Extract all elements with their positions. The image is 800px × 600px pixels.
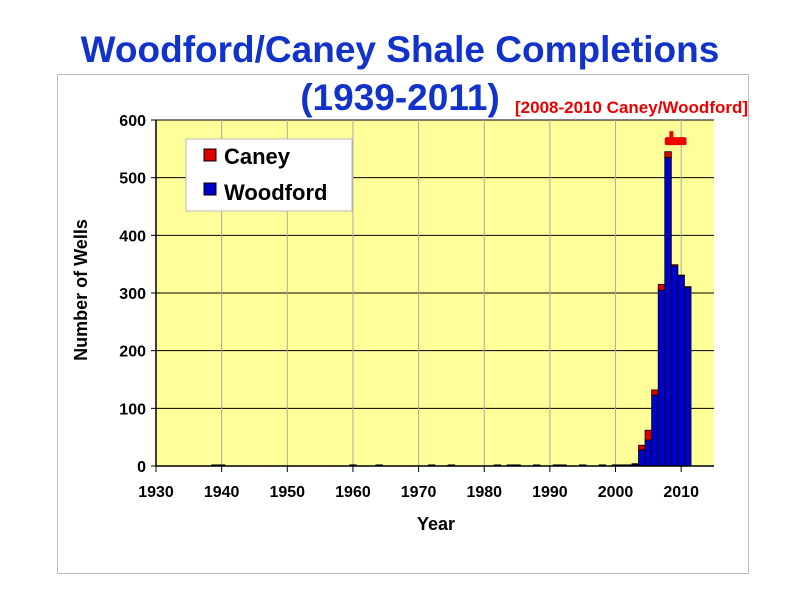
bar-caney-2006 xyxy=(651,389,659,396)
y-tick-label: 600 xyxy=(119,113,146,130)
legend-swatch-caney xyxy=(203,148,217,162)
annotation-bracket xyxy=(664,137,687,146)
legend-swatch-woodford xyxy=(203,182,217,196)
legend-label-caney: Caney xyxy=(224,144,291,169)
bar-caney-2008 xyxy=(664,151,672,158)
x-tick-label: 2010 xyxy=(663,484,699,501)
bar-caney-2007 xyxy=(657,283,666,291)
legend-label-woodford: Woodford xyxy=(224,180,327,205)
y-tick-label: 200 xyxy=(119,344,146,361)
x-tick-label: 1950 xyxy=(269,484,305,501)
chart-title-line-1: Woodford/Caney Shale Completions xyxy=(80,29,720,70)
bar-woodford-2007 xyxy=(657,289,666,467)
bar-caney-2005 xyxy=(644,429,653,441)
y-tick-label: 300 xyxy=(119,286,146,303)
annotation-text: [2008-2010 Caney/Woodford] xyxy=(515,98,748,117)
bar-woodford-2011 xyxy=(684,286,692,467)
x-axis-title: Year xyxy=(417,514,455,534)
y-tick-label: 400 xyxy=(119,228,146,245)
x-tick-label: 1930 xyxy=(138,484,174,501)
x-tick-label: 1990 xyxy=(532,484,568,501)
bar-caney-2003 xyxy=(631,463,639,465)
y-tick-label: 0 xyxy=(137,459,146,476)
bar-woodford-2009 xyxy=(670,265,679,467)
annotation-bracket-tick xyxy=(669,131,674,140)
bar-woodford-2006 xyxy=(651,394,659,467)
chart-title-line-2: (1939-2011) xyxy=(300,77,500,118)
x-tick-label: 1980 xyxy=(466,484,502,501)
y-tick-label: 500 xyxy=(119,171,146,188)
bar-caney-2010 xyxy=(677,274,685,277)
chart-frame xyxy=(57,74,749,574)
bar-woodford-2004 xyxy=(638,449,646,467)
x-tick-label: 1940 xyxy=(204,484,240,501)
x-tick-label: 1960 xyxy=(335,484,371,501)
x-tick-label: 1970 xyxy=(401,484,437,501)
bar-caney-2004 xyxy=(638,444,646,451)
bar-caney-2009 xyxy=(670,264,679,267)
y-axis-title: Number of Wells xyxy=(71,219,91,361)
y-tick-label: 100 xyxy=(119,401,146,418)
bar-caney-2011 xyxy=(684,286,692,288)
x-tick-label: 2000 xyxy=(598,484,634,501)
bar-woodford-2010 xyxy=(677,275,685,467)
bar-woodford-2005 xyxy=(644,439,653,467)
bar-woodford-2008 xyxy=(664,157,672,467)
